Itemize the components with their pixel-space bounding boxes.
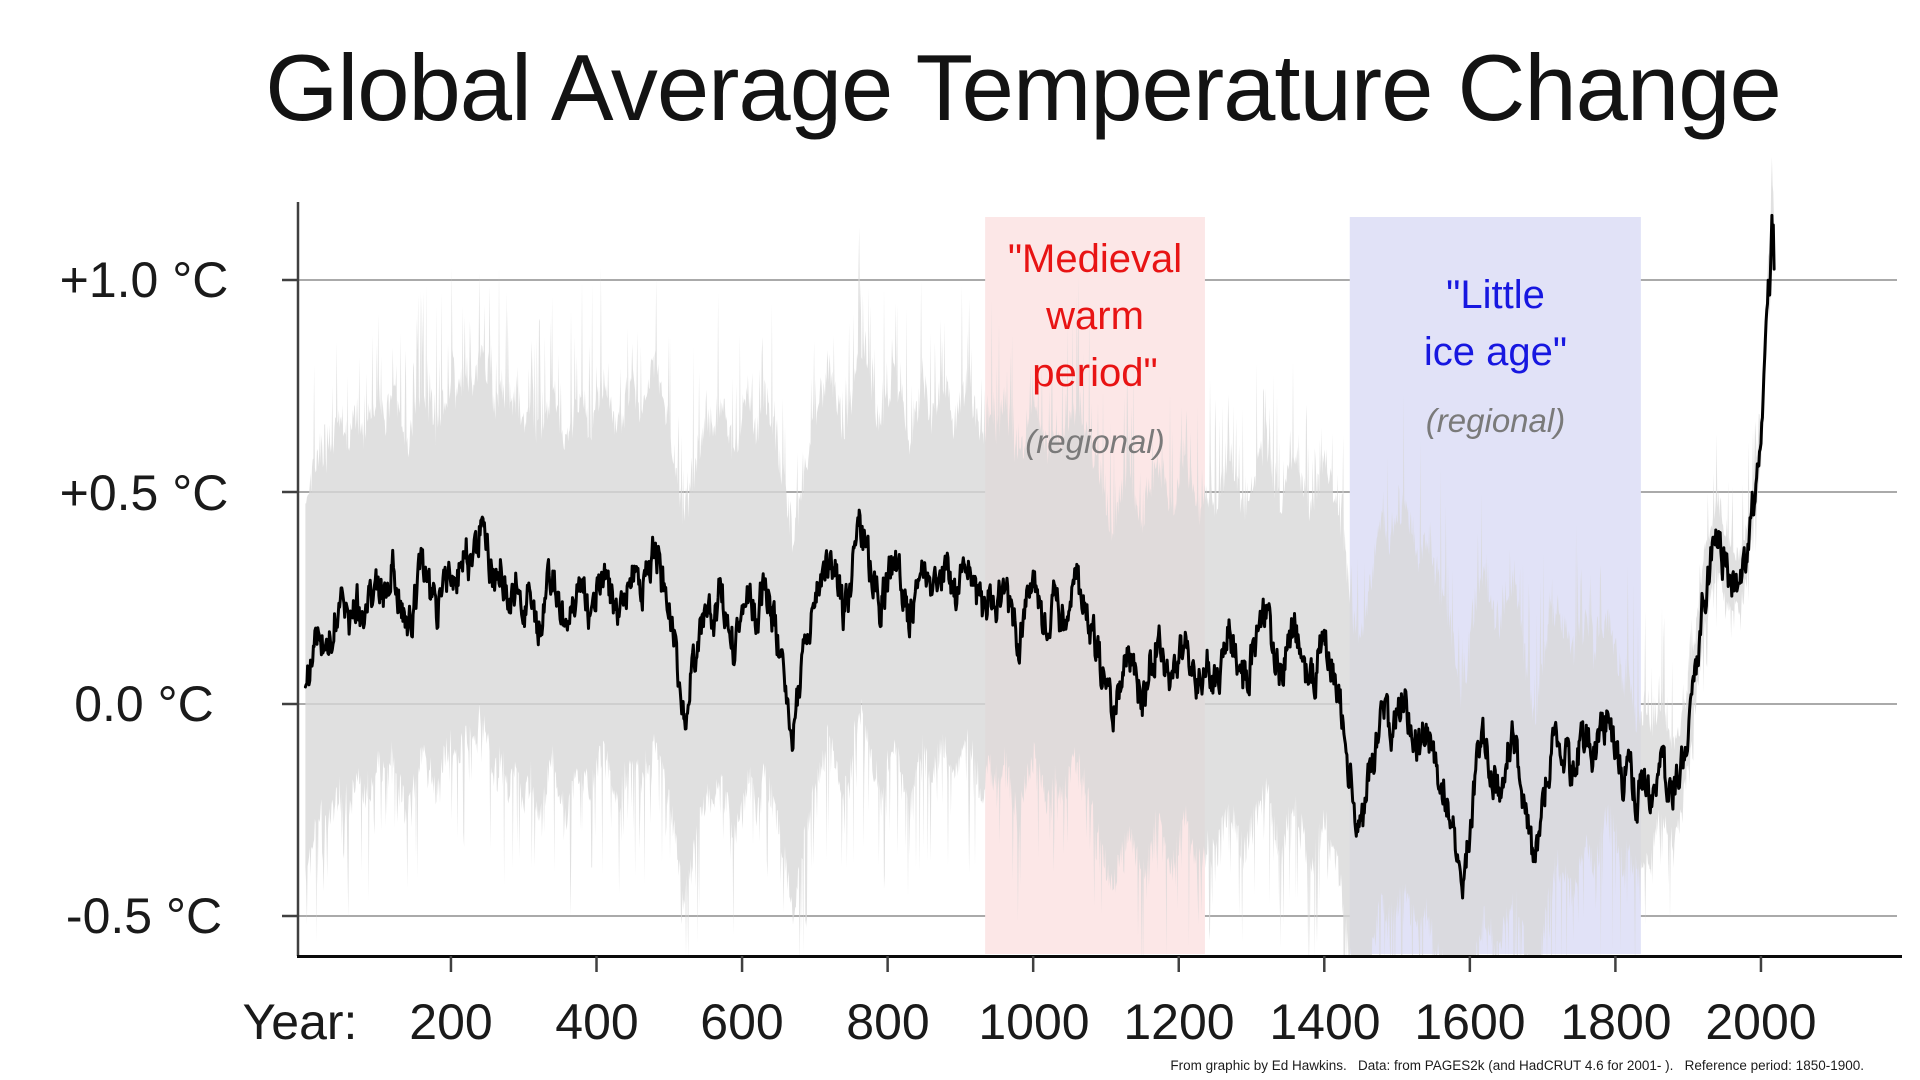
x-tick-label-1400: 1400	[1269, 994, 1381, 1050]
x-tick-label-400: 400	[555, 994, 639, 1050]
uncertainty-band-area	[305, 156, 1775, 956]
annotation-line: warm	[1046, 294, 1144, 338]
y-tick-label-0-0: 0.0 °C	[74, 676, 214, 732]
annotation-regional-note: (regional)	[1425, 402, 1566, 439]
annotation-line: ice age"	[1423, 330, 1568, 374]
annotation-line: "Medieval	[1007, 237, 1183, 281]
medieval-warm-period-annotation: "Medieval warm period" (regional)	[975, 231, 1215, 462]
chart-title: Global Average Temperature Change	[265, 35, 1782, 140]
annotation-line: period"	[1032, 351, 1158, 395]
temperature-line	[303, 213, 1776, 900]
x-tick-label-800: 800	[846, 994, 930, 1050]
x-tick-label-1600: 1600	[1414, 994, 1526, 1050]
x-tick-label-1800: 1800	[1560, 994, 1672, 1050]
annotation-line: "Little	[1446, 273, 1545, 317]
little-ice-age-annotation: "Little ice age" (regional)	[1350, 267, 1641, 441]
annotation-regional-note: (regional)	[1025, 423, 1165, 460]
x-tick-label-600: 600	[700, 994, 784, 1050]
source-credit-text: From graphic by Ed Hawkins. Data: from P…	[1170, 1058, 1864, 1073]
y-tick-label-minus-0-5: -0.5 °C	[65, 888, 223, 944]
y-tick-label-plus-1-0: +1.0 °C	[59, 252, 229, 308]
y-tick-label-plus-0-5: +0.5 °C	[59, 465, 229, 521]
x-tick-label-2000: 2000	[1705, 994, 1817, 1050]
x-tick-label-1000: 1000	[978, 994, 1090, 1050]
x-tick-label-1200: 1200	[1123, 994, 1235, 1050]
x-tick-label-200: 200	[409, 994, 493, 1050]
x-axis-prefix: Year:	[242, 994, 358, 1050]
